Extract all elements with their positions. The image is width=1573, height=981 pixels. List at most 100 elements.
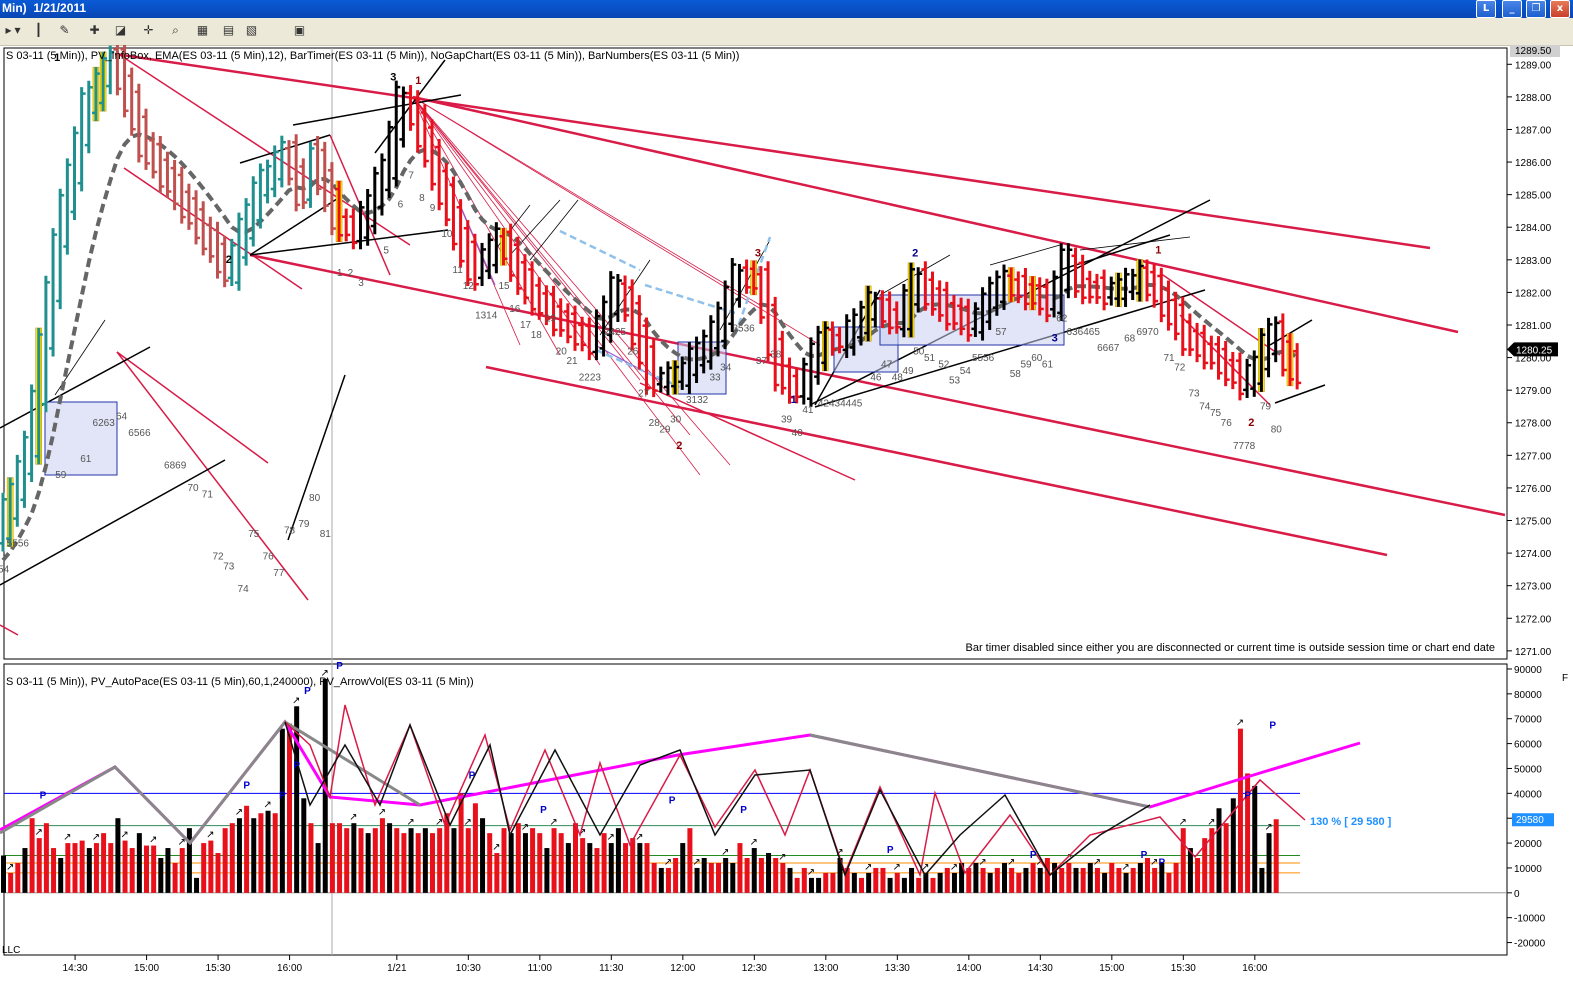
volume-arrow-icon: ↗ (206, 830, 214, 841)
bar-number: 50 (913, 346, 925, 357)
volume-bar (36, 838, 42, 893)
bar-number: 26 (627, 346, 639, 357)
volume-arrow-icon: ↗ (1236, 718, 1244, 729)
bar-number: 19 (545, 314, 557, 325)
data-box-icon[interactable]: ▣ (293, 23, 306, 37)
volume-arrow-icon: ↗ (464, 817, 472, 828)
bar-number: 64 (116, 411, 128, 422)
volume-arrow-icon: ↗ (435, 817, 443, 828)
volume-bar (1016, 872, 1022, 893)
volume-bar (687, 828, 693, 893)
volume-bar (1052, 862, 1058, 893)
volume-bar (901, 877, 907, 893)
volume-bar (1216, 808, 1222, 893)
volume-bar (487, 833, 493, 893)
volume-bar (1087, 862, 1093, 893)
volume-arrow-icon: ↗ (893, 862, 901, 873)
price-bars (0, 45, 1302, 552)
current-volume-marker: 29580 (1512, 813, 1554, 827)
volume-bar (651, 862, 657, 893)
volume-bar (186, 828, 192, 893)
volume-bar (623, 843, 629, 893)
bar-number: 75 (248, 529, 260, 540)
volume-bar (79, 840, 85, 893)
eraser-icon[interactable]: ◪ (114, 23, 127, 37)
bar-number: 39 (781, 415, 793, 426)
side-marker: F (1562, 673, 1568, 684)
volume-bar (501, 828, 507, 893)
volume-tick-label: 90000 (1514, 665, 1542, 676)
menu-icon[interactable]: ▸ (5, 23, 12, 37)
volume-bar (43, 823, 49, 893)
bar-number: 59 (55, 470, 67, 481)
volume-bar (1223, 823, 1229, 893)
bar-number: 29 (659, 425, 671, 436)
close-button[interactable]: x (1550, 0, 1570, 18)
strategies-icon[interactable]: ▤ (222, 23, 235, 37)
volume-arrow-icon: ↗ (607, 832, 615, 843)
volume-bar (601, 833, 607, 893)
volume-bar (229, 823, 235, 893)
window-title: Min) 1/21/2011 (2, 1, 87, 15)
minimize-button[interactable]: _ (1502, 0, 1522, 18)
volume-bar (565, 843, 571, 893)
volume-bar (987, 872, 993, 893)
time-tick-label: 15:00 (1099, 963, 1124, 974)
volume-arrow-icon: ↗ (263, 800, 271, 811)
swing-label: 3 (1052, 332, 1058, 344)
volume-bar (830, 872, 836, 893)
volume-bar (29, 818, 35, 893)
gray-trend-line (809, 733, 1151, 809)
volume-arrow-icon: ↗ (778, 852, 786, 863)
chart-properties-icon[interactable]: ▧ (245, 23, 258, 37)
indicators-icon[interactable]: ▦ (196, 23, 209, 37)
volume-bar (8, 872, 14, 893)
bar-number: 3132 (686, 395, 709, 406)
pivot-marker: P (279, 790, 286, 801)
volume-bar (1209, 828, 1215, 893)
bar-number: 2223 (579, 372, 602, 383)
swing-label: 2 (912, 248, 918, 260)
volume-bar (1230, 798, 1236, 893)
chart-area[interactable]: 1271.00 1272.00 1273.00 1274.00 1275.00 1276.… (0, 45, 1573, 981)
crosshair-icon[interactable]: ✛ (143, 23, 154, 37)
volume-bar (251, 818, 257, 893)
volume-bar (758, 858, 764, 893)
volume-bar (994, 867, 1000, 893)
volume-bar (265, 810, 271, 893)
pin-icon[interactable]: ✚ (89, 23, 100, 37)
price-tick-label: 1288.00 (1515, 93, 1552, 104)
pivot-marker: P (669, 795, 676, 806)
volume-bar (301, 798, 307, 893)
volume-bar (279, 728, 285, 893)
volume-bar (430, 833, 435, 893)
price-axis: 1271.00 1272.00 1273.00 1274.00 1275.00 1276.… (1507, 60, 1552, 658)
bar-number: 42434445 (818, 398, 863, 409)
time-axis: 14:30 15:00 15:30 16:00 1/21 10:30 11:00 11:30 1… (63, 955, 1268, 974)
volume-bar (1066, 862, 1072, 893)
bar-number: 10 (441, 229, 453, 240)
bar-number: 80 (1271, 425, 1283, 436)
link-button[interactable]: L (1476, 0, 1496, 18)
bar-number: 6566 (128, 428, 151, 439)
volume-arrow-icon: ↗ (807, 867, 815, 878)
volume-bar (236, 818, 242, 893)
pencil-icon[interactable]: ✎ (59, 23, 70, 37)
volume-arrow-icon: ↗ (578, 827, 586, 838)
swing-label: 3 (755, 248, 761, 260)
volume-bar (1002, 862, 1007, 893)
volume-bar (465, 828, 471, 893)
bar-number: 73 (1188, 389, 1200, 400)
restore-button[interactable]: ❐ (1526, 0, 1546, 18)
volume-bar (1023, 867, 1029, 893)
bar-number: 73 (223, 561, 235, 572)
zoom-icon[interactable]: ⌕ (172, 23, 179, 37)
volume-tick-label: 40000 (1514, 789, 1542, 800)
bar-number: 57 (995, 327, 1007, 338)
dropdown-icon[interactable]: ▾ (14, 23, 21, 37)
trend-line (639, 382, 856, 481)
volume-bar (165, 848, 171, 893)
bar-type-icon[interactable]: ┃ (34, 23, 43, 37)
bar-number: 68 (1124, 333, 1136, 344)
volume-bar (1266, 833, 1272, 893)
